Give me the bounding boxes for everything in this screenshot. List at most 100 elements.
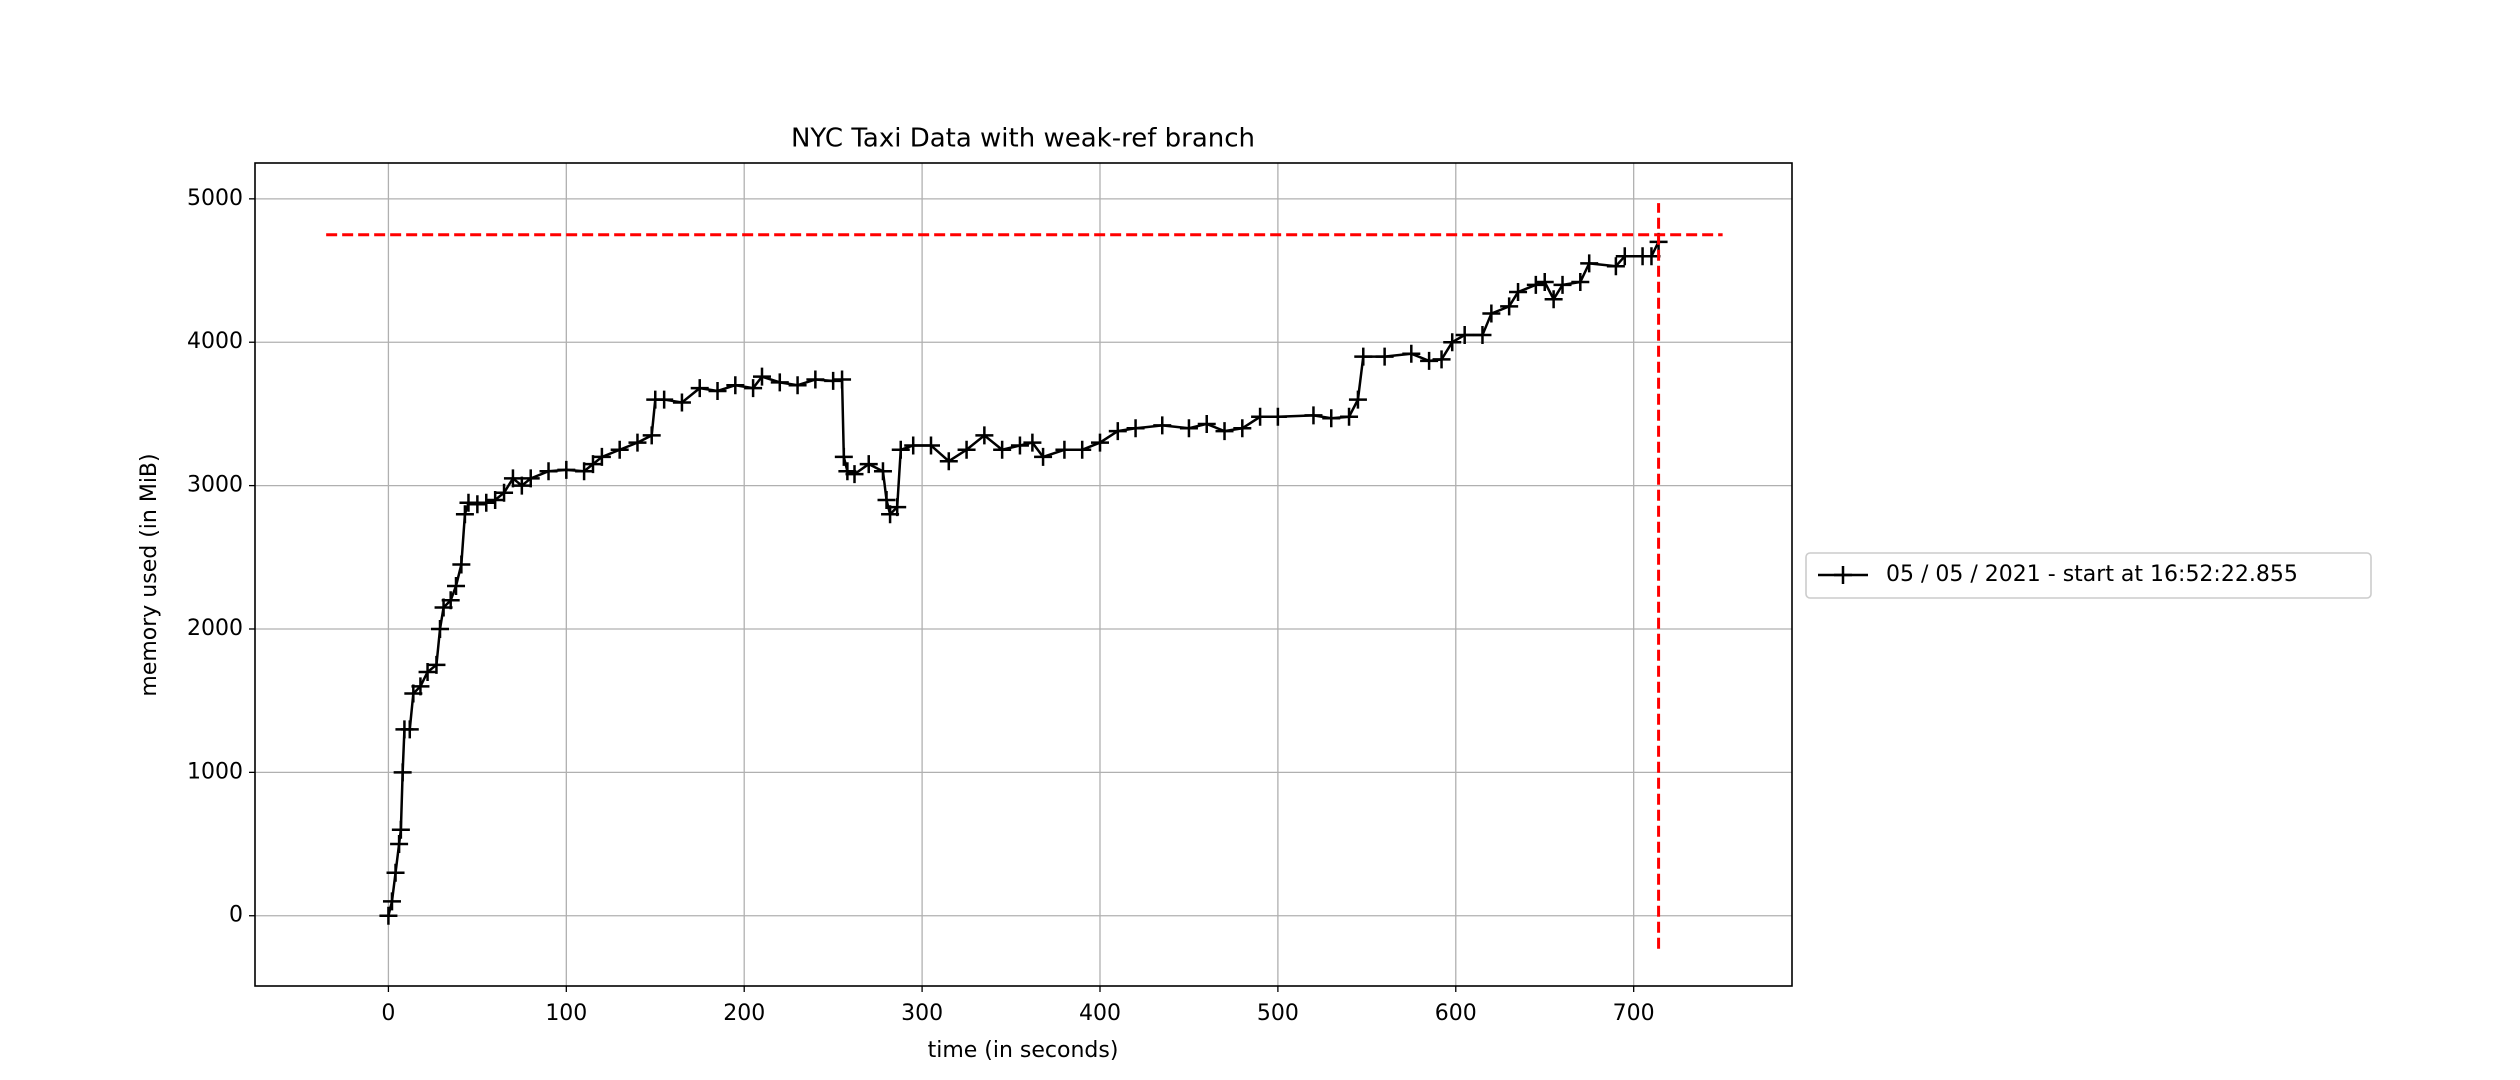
data-point xyxy=(1268,407,1287,426)
data-point xyxy=(1233,419,1252,438)
data-point xyxy=(1535,273,1554,292)
x-tick-label: 500 xyxy=(1257,1001,1299,1026)
x-tick-label: 400 xyxy=(1079,1001,1121,1026)
data-point xyxy=(1215,422,1234,441)
data-point xyxy=(1197,414,1216,433)
data-point xyxy=(1432,350,1451,369)
y-tick-label: 5000 xyxy=(187,186,243,211)
data-point xyxy=(1340,407,1359,426)
data-point xyxy=(521,469,540,488)
data-point xyxy=(904,436,923,455)
data-point xyxy=(1348,390,1367,409)
data-point xyxy=(1544,290,1563,309)
data-point xyxy=(1023,433,1042,452)
data-point xyxy=(957,440,976,459)
plot-area xyxy=(326,203,1723,949)
data-point xyxy=(824,371,843,390)
data-point xyxy=(1304,406,1323,425)
data-point xyxy=(1153,416,1172,435)
data-point xyxy=(993,440,1012,459)
data-point xyxy=(557,460,576,479)
data-point xyxy=(877,490,896,509)
data-point xyxy=(770,373,789,392)
data-point xyxy=(690,379,709,398)
data-point xyxy=(386,863,405,882)
legend: 05 / 05 / 2021 - start at 16:52:22.855 xyxy=(1805,552,2372,599)
data-point xyxy=(888,498,907,517)
data-point xyxy=(610,440,629,459)
data-point xyxy=(495,483,514,502)
data-point xyxy=(455,505,474,524)
data-point xyxy=(1375,347,1394,366)
data-point xyxy=(1455,326,1474,345)
data-point xyxy=(891,440,910,459)
data-point xyxy=(1500,297,1519,316)
axes-frame xyxy=(254,162,1793,987)
data-point xyxy=(1443,333,1462,352)
data-point xyxy=(655,390,674,409)
data-point xyxy=(1055,440,1074,459)
data-point xyxy=(1090,433,1109,452)
data-point xyxy=(1251,407,1270,426)
data-point xyxy=(447,576,466,595)
data-point xyxy=(1580,254,1599,273)
data-point xyxy=(1482,304,1501,323)
data-point xyxy=(1108,422,1127,441)
grid xyxy=(255,163,1792,986)
data-point xyxy=(873,462,892,481)
x-tick-label: 0 xyxy=(381,1001,395,1026)
data-point xyxy=(1615,247,1634,266)
x-tick-label: 600 xyxy=(1435,1001,1477,1026)
data-point xyxy=(393,763,412,782)
y-tick-label: 0 xyxy=(229,903,243,928)
data-point xyxy=(859,455,878,474)
data-point xyxy=(400,720,419,739)
data-point xyxy=(459,493,478,512)
data-point xyxy=(411,677,430,696)
data-point xyxy=(452,555,471,574)
data-point xyxy=(1553,275,1572,294)
data-point xyxy=(1179,419,1198,438)
data-point xyxy=(379,906,398,925)
data-point xyxy=(845,465,864,484)
y-axis-label: memory used (in MiB) xyxy=(137,453,162,696)
data-point xyxy=(427,655,446,674)
data-point xyxy=(752,367,771,386)
y-tick-label: 2000 xyxy=(187,616,243,641)
data-point xyxy=(1073,440,1092,459)
data-point xyxy=(1354,347,1373,366)
data-point xyxy=(382,892,401,911)
data-point xyxy=(539,462,558,481)
data-point xyxy=(833,370,852,389)
legend-label: 05 / 05 / 2021 - start at 16:52:22.855 xyxy=(1886,562,2298,587)
data-point xyxy=(1473,326,1492,345)
data-point xyxy=(468,495,487,514)
data-point xyxy=(1509,283,1528,302)
x-tick-label: 300 xyxy=(901,1001,943,1026)
data-point xyxy=(1126,419,1145,438)
data-point xyxy=(477,493,496,512)
data-point xyxy=(642,426,661,445)
data-point xyxy=(744,379,763,398)
data-point xyxy=(708,381,727,400)
data-point xyxy=(592,447,611,466)
legend-marker xyxy=(1834,566,1852,584)
data-point xyxy=(726,376,745,395)
data-point xyxy=(975,426,994,445)
data-point xyxy=(939,452,958,471)
chart-title: NYC Taxi Data with weak-ref branch xyxy=(791,124,1255,154)
data-point xyxy=(441,591,460,610)
data-point xyxy=(1420,351,1439,370)
data-point xyxy=(1606,257,1625,276)
y-tick-label: 1000 xyxy=(187,759,243,784)
data-point xyxy=(1322,409,1341,428)
y-tick-label: 4000 xyxy=(187,329,243,354)
x-tick-label: 700 xyxy=(1613,1001,1655,1026)
data-point xyxy=(806,370,825,389)
x-axis-label: time (in seconds) xyxy=(928,1038,1119,1063)
data-point xyxy=(431,619,450,638)
data-point xyxy=(390,835,409,854)
